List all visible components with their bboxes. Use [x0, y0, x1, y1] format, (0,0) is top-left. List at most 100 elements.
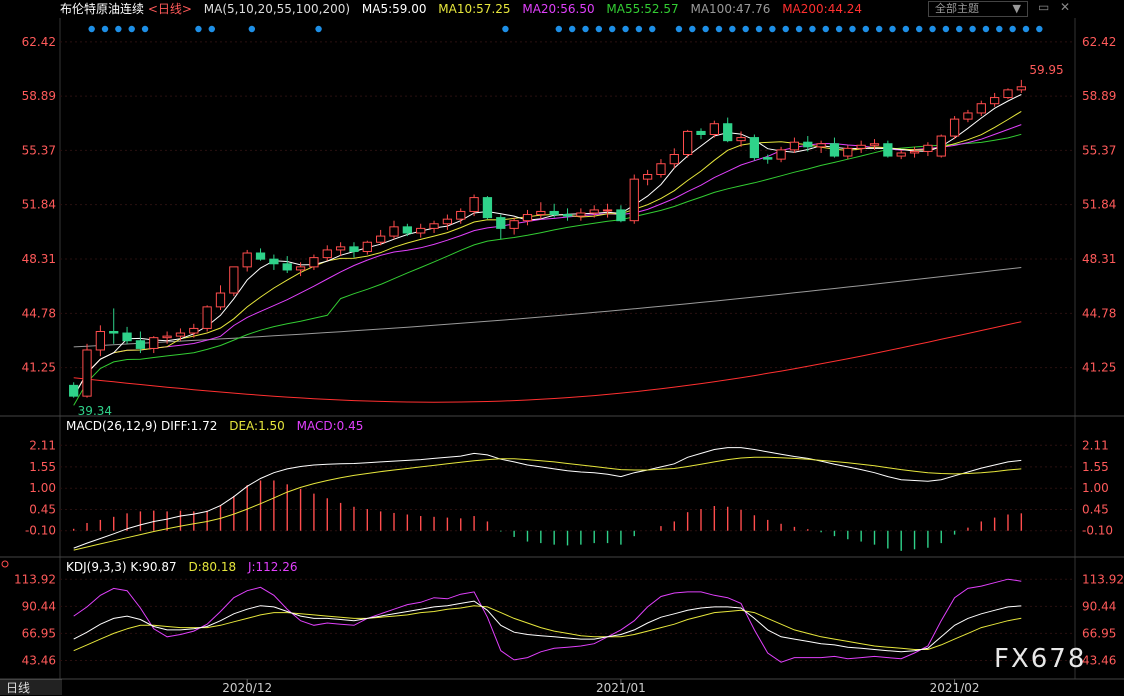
- signal-dot: [195, 25, 202, 33]
- signal-dot: [929, 25, 936, 33]
- candle-body: [536, 210, 546, 216]
- period-label[interactable]: <日线>: [147, 2, 192, 16]
- signal-dot: [889, 25, 896, 33]
- candle-body: [109, 331, 119, 334]
- candle-body: [402, 226, 412, 234]
- macd-tick-right: 1.55: [1082, 460, 1109, 474]
- macd-dea-line: [73, 456, 1022, 551]
- candle-body: [255, 252, 266, 260]
- signal-dot: [1022, 25, 1030, 33]
- signal-dot: [782, 25, 789, 33]
- price-tick-left: 44.78: [22, 306, 56, 320]
- minimize-icon[interactable]: ▭: [1038, 0, 1050, 14]
- indicator-marker-icon: [1, 560, 9, 568]
- candle-body: [429, 223, 439, 229]
- price-tick-right: 62.42: [1082, 35, 1116, 49]
- ma10-value: MA10:57.25: [438, 2, 511, 16]
- candle-body: [95, 331, 106, 351]
- kdj-tick-right: 90.44: [1082, 599, 1116, 613]
- candle-body: [522, 214, 533, 222]
- close-icon[interactable]: ✕: [1060, 0, 1071, 14]
- candle-body: [229, 266, 239, 294]
- price-tick-left: 62.42: [22, 35, 56, 49]
- candle-body: [309, 257, 319, 268]
- candle-body: [936, 135, 946, 157]
- signal-dot: [502, 25, 509, 33]
- signal-dot: [248, 25, 256, 33]
- candle-body: [963, 112, 973, 120]
- signal-dot: [115, 25, 122, 33]
- kdj-tick-left: 113.92: [14, 572, 56, 586]
- signal-dot: [942, 25, 950, 33]
- signal-dot: [742, 25, 749, 33]
- signal-dot: [849, 25, 856, 33]
- signal-dot: [969, 25, 976, 33]
- candle-body: [562, 214, 573, 217]
- candle-body: [189, 327, 199, 334]
- macd-tick-right: 1.00: [1082, 481, 1109, 495]
- kdj-legend: KDJ(9,3,3) K:90.87 D:80.18 J:112.26: [66, 560, 306, 574]
- signal-dot: [755, 25, 763, 33]
- x-tick-label: 2021/02: [930, 681, 980, 695]
- tab-daily[interactable]: 日线: [0, 679, 62, 695]
- candle-body: [69, 384, 79, 397]
- signal-dot: [208, 25, 215, 33]
- signal-dot: [982, 25, 990, 33]
- signal-dot: [822, 25, 829, 33]
- signal-dot: [609, 25, 616, 33]
- signal-dot: [595, 25, 603, 33]
- macd-tick-left: 1.00: [29, 481, 56, 495]
- kdj-d: D:80.18: [188, 560, 237, 574]
- kdj-d-line: [73, 605, 1022, 652]
- x-tick-label: 2020/12: [222, 681, 272, 695]
- ma20-value: MA20:56.50: [522, 2, 595, 16]
- price-tick-left: 58.89: [22, 89, 56, 103]
- candle-body: [696, 130, 706, 136]
- signal-dot: [875, 25, 883, 33]
- candle-body: [669, 154, 679, 165]
- signal-dot: [622, 25, 629, 33]
- macd-tick-right: 2.11: [1082, 438, 1109, 452]
- macd-legend: MACD(26,12,9) DIFF:1.72 DEA:1.50 MACD:0.…: [66, 419, 371, 433]
- signal-dot: [795, 25, 803, 33]
- signal-dot: [635, 25, 643, 33]
- signal-dot: [649, 25, 656, 33]
- candle-body: [269, 258, 279, 265]
- candle-body: [135, 340, 146, 349]
- candle-body: [389, 226, 399, 237]
- candle-body: [616, 209, 626, 222]
- macd-tick-right: 0.45: [1082, 502, 1109, 516]
- candle-body: [149, 337, 159, 349]
- price-tick-left: 51.84: [22, 198, 56, 212]
- candle-body: [803, 141, 813, 148]
- watermark-logo: FX678: [994, 644, 1087, 674]
- candle-body: [1016, 86, 1026, 91]
- candle-body: [335, 246, 346, 251]
- kdj-tick-right: 113.92: [1082, 572, 1124, 586]
- candle-body: [322, 249, 332, 259]
- candle-body: [789, 141, 800, 151]
- signal-dot: [835, 25, 843, 33]
- candle-body: [456, 210, 466, 220]
- signal-dot: [568, 25, 576, 33]
- ma100-line: [73, 267, 1022, 348]
- kdj-tick-left: 43.46: [22, 653, 56, 667]
- candle-body: [723, 123, 733, 142]
- candle-body: [896, 152, 906, 157]
- macd-diff-line: [73, 447, 1022, 549]
- ma55-value: MA55:52.57: [606, 2, 679, 16]
- theme-dropdown[interactable]: 全部主题 ▼: [928, 1, 1028, 17]
- price-tick-right: 55.37: [1082, 143, 1116, 157]
- signal-dot: [101, 25, 109, 33]
- theme-dropdown-label: 全部主题: [935, 2, 979, 15]
- chevron-down-icon: ▼: [1012, 2, 1021, 15]
- candle-body: [442, 218, 453, 225]
- signal-dot: [128, 25, 135, 33]
- kdj-tick-right: 66.95: [1082, 626, 1116, 640]
- signal-dot: [1036, 25, 1043, 33]
- candle-body: [549, 210, 559, 216]
- candle-body: [215, 292, 226, 308]
- ma20-line: [73, 124, 1022, 397]
- candle-body: [175, 332, 186, 337]
